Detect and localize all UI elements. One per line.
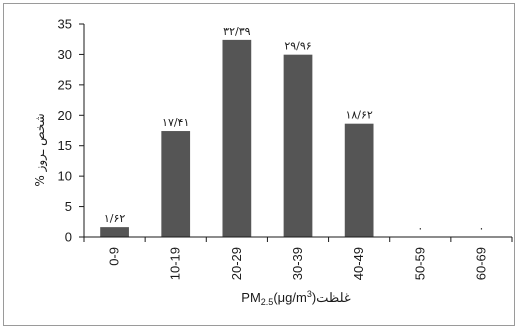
x-axis-title-prefix: PM [241, 290, 261, 305]
data-label: ۰ [478, 222, 484, 235]
data-label: ۰ [417, 222, 423, 235]
x-axis-title-suffix: )غلظت [312, 290, 351, 305]
y-tick-label: 25 [58, 77, 72, 92]
x-tick-label: 10-19 [168, 247, 183, 280]
bar [161, 131, 191, 237]
x-axis-title-subscript: 2.5 [261, 297, 274, 307]
bar [222, 39, 252, 237]
data-label: ۳۲/۳۹ [223, 25, 250, 38]
data-labels: ۱/۶۲ ۱۷/۴۱ ۳۲/۳۹ ۲۹/۹۶ ۱۸/۶۲ ۰ ۰ [104, 25, 485, 235]
x-tick-label: 20-29 [229, 247, 244, 280]
bar [100, 227, 129, 237]
bars [100, 39, 374, 238]
x-axis-ticks: 0-9 10-19 20-29 30-39 40-49 50-59 60-69 [83, 237, 513, 280]
x-tick-label: 40-49 [351, 247, 366, 280]
data-label: ۱۸/۶۲ [345, 109, 372, 122]
chart-frame [3, 3, 515, 326]
y-axis-ticks: 0 5 10 15 20 25 30 35 [58, 17, 84, 245]
y-tick-label: 5 [65, 199, 72, 214]
data-label: ۲۹/۹۶ [284, 40, 311, 53]
bar [283, 54, 313, 238]
x-tick-label: 0-9 [107, 247, 122, 266]
x-axis-title-units: (μg/m [273, 290, 307, 305]
x-tick-label: 30-39 [290, 247, 305, 280]
x-axis-title-superscript: 3 [307, 289, 312, 299]
y-tick-label: 10 [58, 169, 72, 184]
bar [344, 123, 374, 237]
y-tick-label: 15 [58, 138, 72, 153]
x-axis-title: PM2.5(μg/m3)غلظت [241, 289, 351, 307]
y-tick-label: 30 [58, 47, 72, 62]
x-tick-label: 50-59 [412, 247, 427, 280]
data-label: ۱/۶۲ [104, 212, 126, 225]
y-tick-label: 35 [58, 17, 72, 32]
y-tick-label: 20 [58, 108, 72, 123]
x-tick-label: 60-69 [473, 247, 488, 280]
y-axis-title: % شخص ـروز [33, 113, 48, 186]
data-label: ۱۷/۴۱ [162, 116, 189, 129]
y-tick-label: 0 [65, 230, 72, 245]
